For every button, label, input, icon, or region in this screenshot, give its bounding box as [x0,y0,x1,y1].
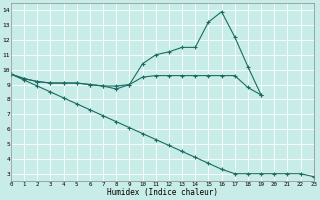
X-axis label: Humidex (Indice chaleur): Humidex (Indice chaleur) [107,188,218,197]
